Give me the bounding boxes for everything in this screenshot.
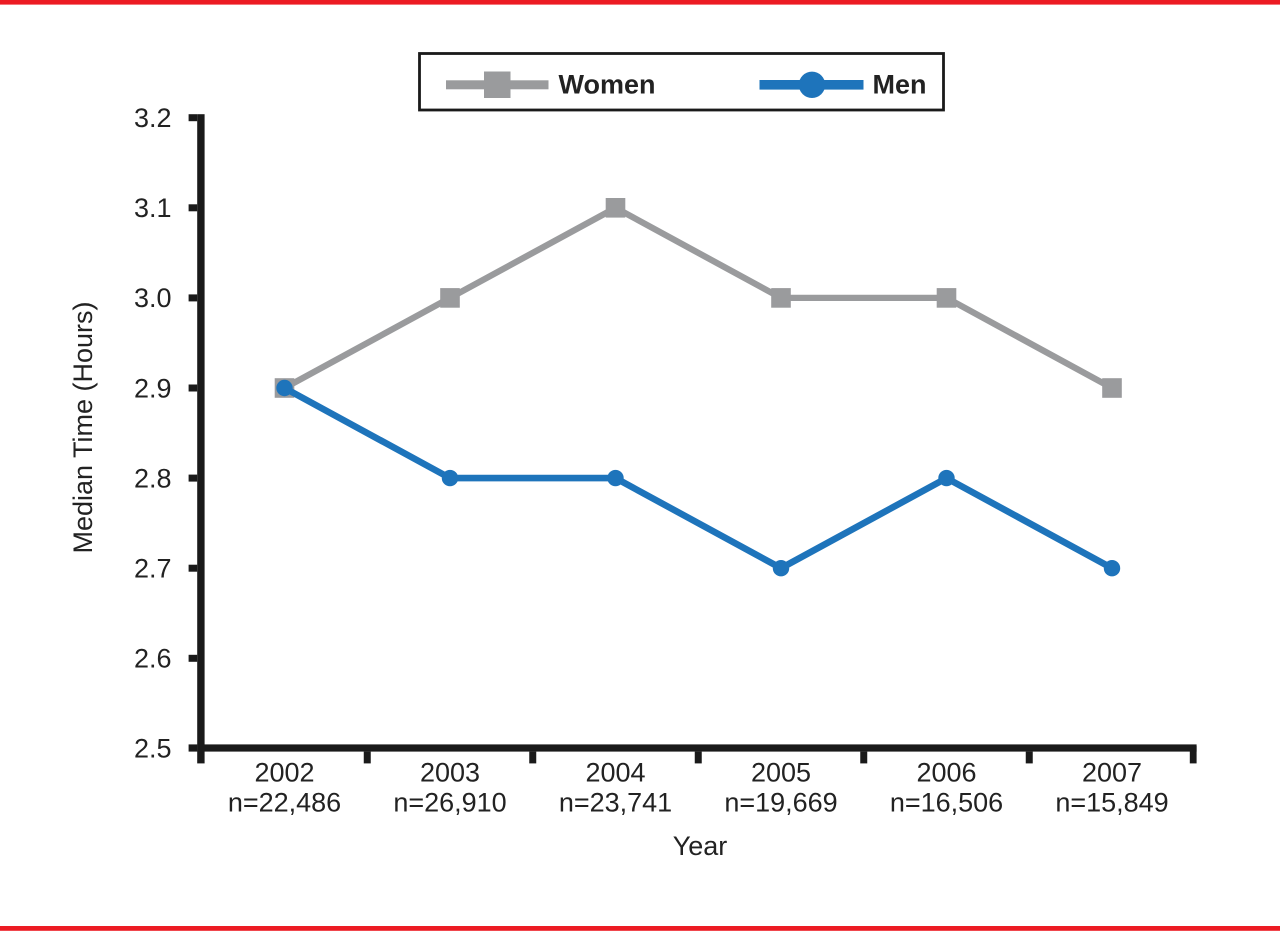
svg-text:3.0: 3.0 (134, 283, 172, 313)
svg-text:2.7: 2.7 (134, 554, 172, 584)
svg-text:2003: 2003 (420, 758, 480, 788)
svg-text:Men: Men (873, 70, 927, 100)
svg-text:2.9: 2.9 (134, 373, 172, 403)
svg-text:2006: 2006 (916, 758, 976, 788)
svg-text:n=22,486: n=22,486 (228, 788, 341, 818)
svg-text:Year: Year (673, 831, 728, 861)
svg-text:Median Time (Hours): Median Time (Hours) (68, 301, 98, 553)
svg-text:3.1: 3.1 (134, 193, 172, 223)
svg-text:3.2: 3.2 (134, 103, 172, 133)
svg-text:2004: 2004 (585, 758, 645, 788)
svg-text:2.5: 2.5 (134, 734, 172, 764)
svg-text:n=19,669: n=19,669 (724, 788, 837, 818)
svg-text:n=23,741: n=23,741 (559, 788, 672, 818)
svg-text:2.8: 2.8 (134, 463, 172, 493)
svg-text:2002: 2002 (254, 758, 314, 788)
svg-text:2007: 2007 (1082, 758, 1142, 788)
svg-text:2005: 2005 (751, 758, 811, 788)
svg-text:2.6: 2.6 (134, 644, 172, 674)
svg-text:n=26,910: n=26,910 (393, 788, 506, 818)
svg-text:Women: Women (559, 70, 656, 100)
svg-text:n=15,849: n=15,849 (1055, 788, 1168, 818)
svg-text:n=16,506: n=16,506 (890, 788, 1003, 818)
